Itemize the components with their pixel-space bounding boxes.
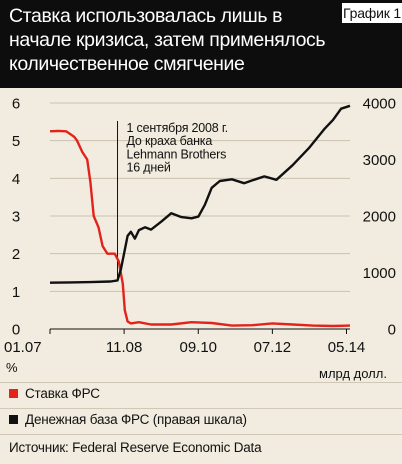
legend-separator [0,382,402,383]
left-tick-label: 0 [12,322,20,339]
left-axis-tick-labels: 0 1 2 3 4 5 6 [12,96,20,339]
left-tick-label: 3 [12,209,20,226]
title-bar: Ставка использовалась лишь в начале криз… [0,0,402,88]
left-tick-label: 6 [12,96,20,113]
left-tick-label: 1 [12,284,20,301]
legend-label-base: Денежная база ФРС (правая шкала) [25,412,247,427]
chart-title: Ставка использовалась лишь в начале криз… [9,5,326,75]
right-axis-unit: млрд долл. [319,366,387,381]
legend-swatch-rate [9,389,18,398]
right-tick-label: 3000 [363,152,396,169]
x-tick-label: 09.10 [179,339,217,356]
annotation-line: До краха банка [127,134,213,148]
legend-label-rate: Ставка ФРС [25,386,100,401]
series-lines [49,104,351,328]
annotation-line: 16 дней [127,161,171,175]
x-tick-label: 11.08 [106,339,142,356]
right-tick-label: 4000 [363,96,396,113]
legend-swatch-base [9,415,18,424]
right-tick-label: 0 [388,322,396,339]
x-tick-label: 01.07 [4,339,42,356]
source-note: Источник: Federal Reserve Economic Data [9,440,262,455]
annotation-line: 1 сентября 2008 г. [127,121,228,135]
legend-separator [0,408,402,409]
right-tick-label: 2000 [363,209,396,226]
right-axis-tick-labels: 0 1000 2000 3000 4000 [363,96,396,339]
x-tick-label: 07.12 [254,339,292,356]
chart-area: 0 1 2 3 4 5 6 0 1000 2000 3000 4000 01.07 11.08 09.1… [4,96,396,357]
right-tick-label: 1000 [363,265,396,282]
chart-badge: График 1 [342,3,402,23]
left-tick-label: 4 [12,171,20,188]
legend-item-rate: Ставка ФРС [9,386,100,401]
x-axis-tick-marks [49,329,347,334]
x-axis-tick-labels: 01.07 11.08 09.10 07.12 05.14 [4,339,365,356]
left-tick-label: 2 [12,246,20,263]
annotation-line: Lehmann Brothers [127,147,227,161]
series-line-monetary-base [49,104,351,284]
series-line-fed-rate [49,129,351,328]
left-tick-label: 5 [12,133,20,150]
x-tick-label: 05.14 [328,339,366,356]
left-axis-unit: % [6,360,18,375]
legend-item-base: Денежная база ФРС (правая шкала) [9,412,247,427]
source-separator [0,434,402,435]
event-annotation: 1 сентября 2008 г.До краха банкаLehmann … [127,121,229,175]
